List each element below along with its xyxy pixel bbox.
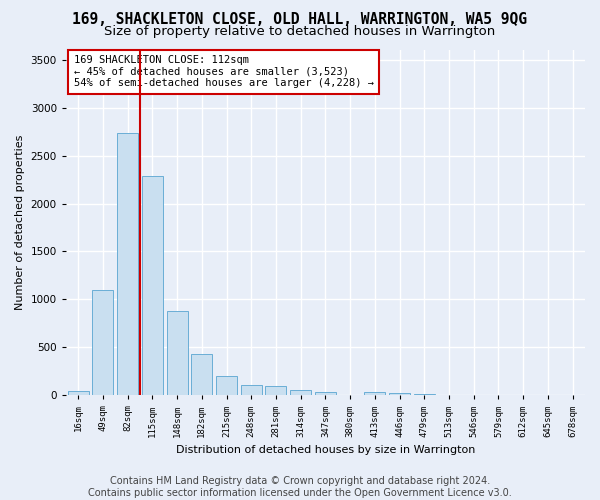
- Bar: [315, 392, 336, 396]
- Bar: [364, 392, 385, 396]
- Text: Size of property relative to detached houses in Warrington: Size of property relative to detached ho…: [104, 25, 496, 38]
- Bar: [68, 390, 89, 396]
- Bar: [389, 393, 410, 396]
- Bar: [216, 376, 237, 396]
- Bar: [191, 354, 212, 396]
- Bar: [92, 290, 113, 396]
- Bar: [290, 390, 311, 396]
- Text: Contains HM Land Registry data © Crown copyright and database right 2024.
Contai: Contains HM Land Registry data © Crown c…: [88, 476, 512, 498]
- Bar: [414, 394, 435, 396]
- Bar: [167, 311, 188, 396]
- Bar: [142, 176, 163, 396]
- Bar: [117, 134, 138, 396]
- Bar: [265, 386, 286, 396]
- Text: 169, SHACKLETON CLOSE, OLD HALL, WARRINGTON, WA5 9QG: 169, SHACKLETON CLOSE, OLD HALL, WARRING…: [73, 12, 527, 28]
- Text: 169 SHACKLETON CLOSE: 112sqm
← 45% of detached houses are smaller (3,523)
54% of: 169 SHACKLETON CLOSE: 112sqm ← 45% of de…: [74, 55, 374, 88]
- Y-axis label: Number of detached properties: Number of detached properties: [15, 135, 25, 310]
- X-axis label: Distribution of detached houses by size in Warrington: Distribution of detached houses by size …: [176, 445, 475, 455]
- Bar: [241, 386, 262, 396]
